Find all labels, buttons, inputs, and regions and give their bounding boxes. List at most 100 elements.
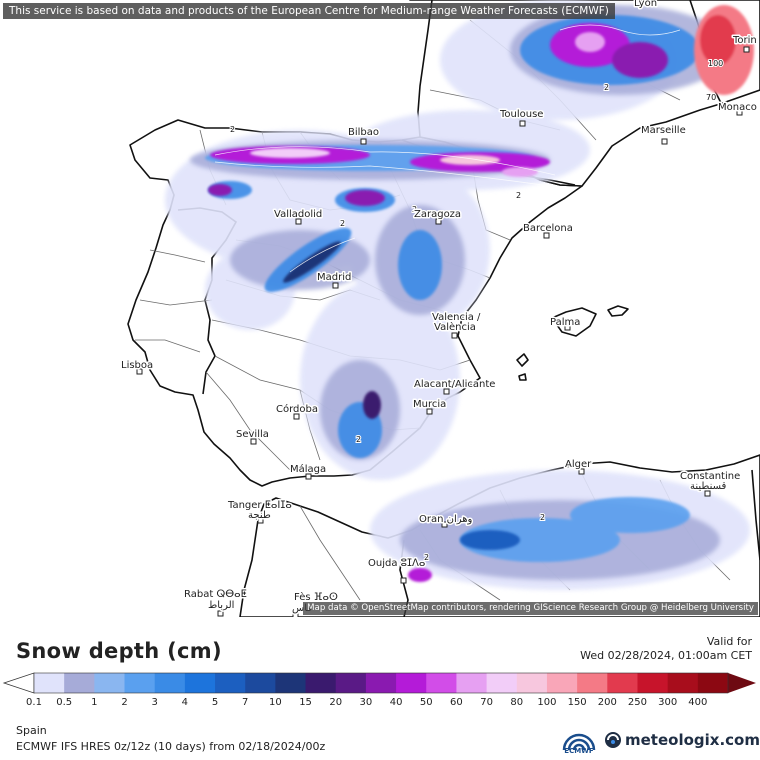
city-valladolid[interactable]: Valladolid (273, 208, 324, 225)
legend-swatch (456, 673, 488, 693)
contour-label: 2 (340, 219, 345, 228)
legend-swatch (396, 673, 427, 693)
legend-cap-low (2, 672, 35, 694)
contour-label: 2 (604, 83, 609, 92)
svg-text:Valencia /: Valencia / (432, 312, 481, 323)
legend-swatch (365, 673, 397, 693)
city-alger[interactable]: Alger (564, 458, 594, 475)
city-lyon[interactable]: Lyon (633, 0, 659, 11)
legend-tick-label: 2 (121, 697, 128, 708)
city-oran[interactable]: Oran وهران (418, 513, 474, 528)
city-marseille[interactable]: Marseille (640, 124, 687, 145)
legend-tick-label: 7 (242, 697, 249, 708)
svg-text:Sevilla: Sevilla (236, 429, 269, 440)
svg-text:طنجة: طنجة (248, 510, 271, 521)
legend-tick-label: 70 (480, 697, 493, 708)
svg-text:Madrid: Madrid (317, 272, 351, 283)
svg-text:Fès ⴼⴰⵙ: Fès ⴼⴰⵙ (294, 591, 338, 603)
city-malaga[interactable]: Málaga (289, 462, 328, 480)
legend-tick-label: 400 (688, 697, 708, 708)
legend-swatch (637, 673, 669, 693)
legend-swatch (607, 673, 638, 693)
svg-text:Rabat ⵕⴱⴰⵟ: Rabat ⵕⴱⴰⵟ (184, 589, 247, 600)
legend-swatch (426, 673, 457, 693)
color-scale-ticks: 0.1 0.5 1 2 3 4 5 7 10 15 20 30 40 50 60 70 80 100 150 200 2… (0, 697, 760, 711)
legend-tick-label: 5 (211, 697, 219, 708)
formentera-island (518, 373, 527, 381)
contour-labels: 2 2 2 2 2 2 2 2 70 100 (229, 58, 724, 563)
svg-text:Valladolid: Valladolid (274, 209, 322, 220)
city-torino[interactable]: Torin (731, 34, 758, 53)
svg-text:Toulouse: Toulouse (499, 109, 543, 120)
legend-swatch (667, 673, 699, 693)
legend-tick-label: 40 (389, 697, 403, 708)
legend-swatch (154, 673, 186, 693)
city-cordoba[interactable]: Córdoba (275, 402, 319, 420)
city-alicante[interactable]: Alacant/Alicante (413, 378, 497, 395)
legend-frame (33, 672, 729, 694)
svg-text:Constantine: Constantine (680, 471, 740, 482)
ecmwf-disclaimer-banner: This service is based on data and produc… (3, 3, 615, 19)
map-panel[interactable]: 2 2 2 2 2 2 2 2 70 100 Bilbao Toulouse M… (0, 0, 760, 617)
legend-swatch (275, 673, 307, 693)
contour-label: 2 (540, 513, 545, 522)
svg-text:Murcia: Murcia (413, 399, 446, 410)
ibiza-island (516, 353, 529, 367)
contour-label: 2 (412, 205, 417, 214)
svg-text:Zaragoza: Zaragoza (414, 209, 461, 220)
city-madrid[interactable]: Madrid (316, 271, 353, 289)
legend-tick-label: 150 (567, 697, 587, 708)
menorca-island (607, 305, 629, 317)
map-attribution[interactable]: Map data © OpenStreetMap contributors, r… (303, 602, 758, 615)
city-toulouse[interactable]: Toulouse (498, 108, 545, 127)
city-sevilla[interactable]: Sevilla (235, 428, 270, 445)
meteologix-logo[interactable]: meteologix.com (604, 729, 760, 751)
svg-text:قسنطينة: قسنطينة (690, 481, 727, 492)
city-barcelona[interactable]: Barcelona (522, 222, 574, 239)
legend-tick-label: 0.5 (56, 697, 73, 708)
legend-tick-label: 20 (329, 697, 343, 708)
legend-swatch (94, 673, 126, 693)
city-palma[interactable]: Palma (549, 316, 582, 331)
svg-text:Alger: Alger (565, 459, 592, 470)
legend-swatch (305, 673, 337, 693)
legend-tick-label: 3 (151, 697, 158, 708)
legend-tick-label: 200 (597, 697, 617, 708)
svg-text:Córdoba: Córdoba (276, 403, 318, 415)
contour-label: 2 (230, 125, 235, 134)
city-lisboa[interactable]: Lisboa (120, 359, 155, 375)
legend-title: Snow depth (cm) (16, 639, 222, 663)
mallorca-island (551, 307, 597, 337)
legend-swatch (697, 673, 729, 693)
valid-date: Wed 02/28/2024, 01:00am CET (580, 649, 752, 662)
contour-label: 70 (706, 93, 716, 102)
legend-tick-label: 4 (181, 697, 189, 708)
city-oujda[interactable]: Oujda ⵓⵊⴷⴰ (367, 557, 427, 584)
svg-text:Tanger ⵟⴰⵏⵊⴰ: Tanger ⵟⴰⵏⵊⴰ (227, 500, 292, 511)
city-monaco[interactable]: Monaco (717, 101, 758, 116)
svg-text:València: València (434, 321, 476, 333)
city-bilbao[interactable]: Bilbao (347, 126, 381, 145)
city-layer: Bilbao Toulouse Marseille Monaco Torin L… (120, 0, 758, 617)
city-murcia[interactable]: Murcia (412, 398, 448, 415)
legend-footer: Snow depth (cm) Valid for Wed 02/28/2024… (0, 617, 760, 760)
model-run-info: ECMWF IFS HRES 0z/12z (10 days) from 02/… (16, 740, 326, 753)
legend-tick-label: 10 (269, 697, 282, 708)
meteologix-brand-text: meteologix.com (625, 731, 760, 749)
svg-text:Monaco: Monaco (718, 102, 757, 113)
city-zaragoza[interactable]: Zaragoza (413, 208, 463, 225)
meteologix-logo-icon (605, 732, 621, 748)
city-valencia[interactable]: Valencia /València (431, 311, 483, 339)
legend-tick-label: 30 (359, 697, 373, 708)
svg-text:الرباط: الرباط (208, 600, 234, 611)
contour-label: 2 (424, 553, 429, 562)
svg-text:Alacant/Alicante: Alacant/Alicante (414, 379, 495, 390)
legend-tick-label: 15 (299, 697, 312, 708)
legend-swatch (34, 673, 65, 693)
svg-text:Torin: Torin (732, 35, 757, 46)
legend-swatch (215, 673, 246, 693)
svg-text:Barcelona: Barcelona (523, 223, 573, 234)
